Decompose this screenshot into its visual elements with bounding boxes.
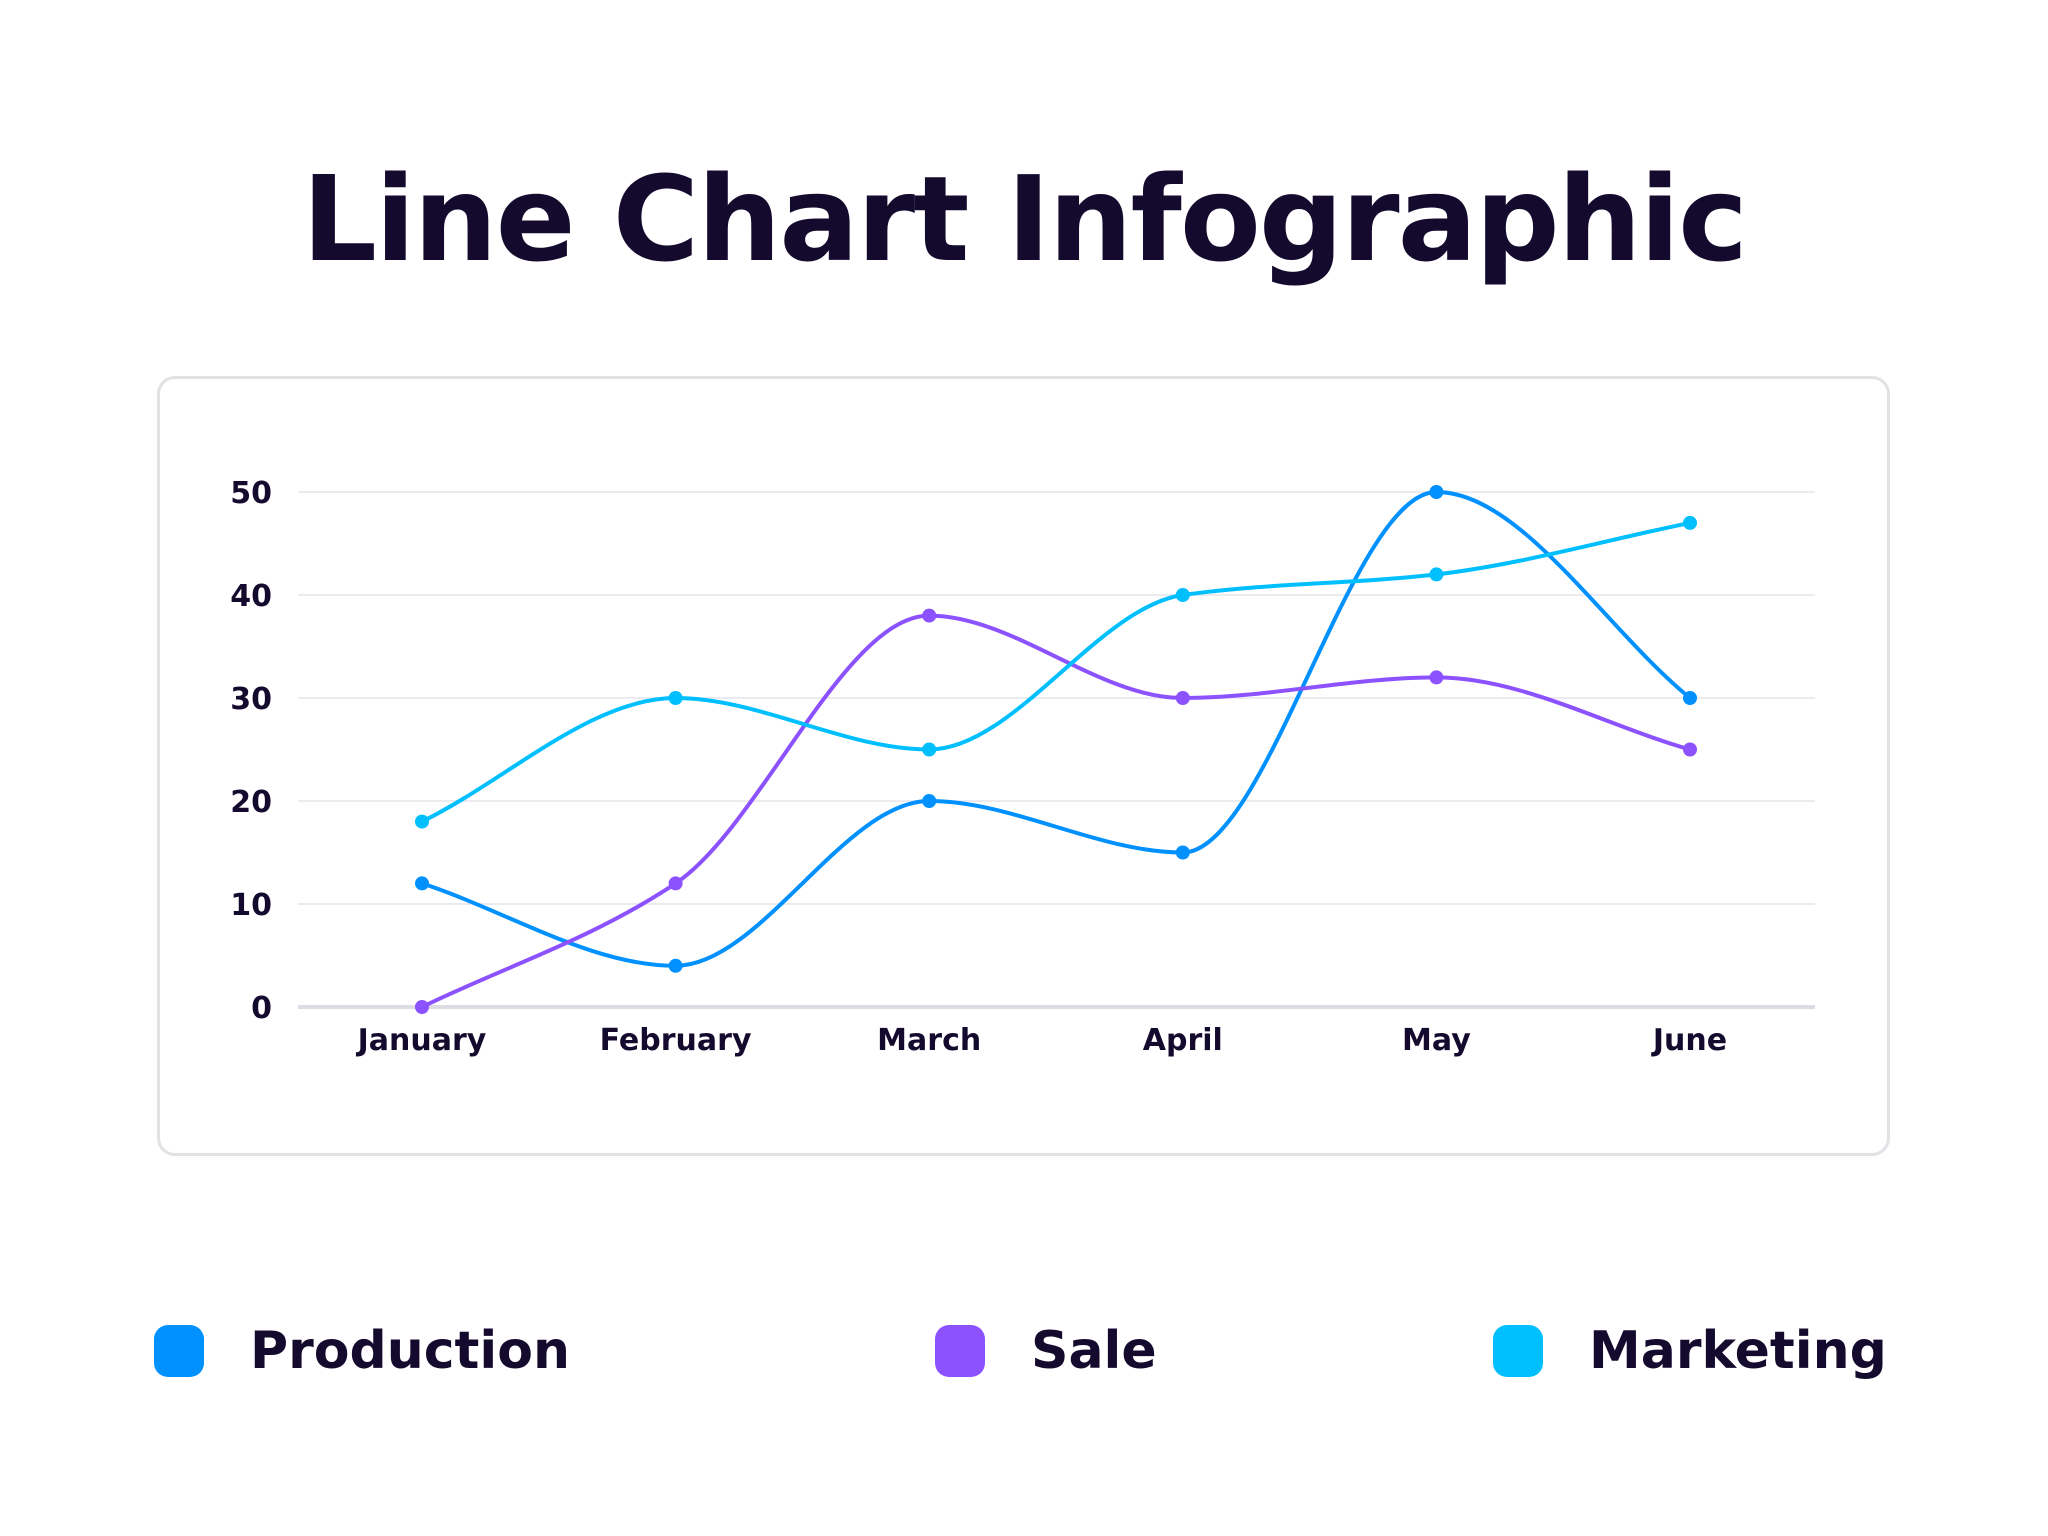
legend-swatch [154, 1325, 204, 1377]
y-tick-label: 10 [230, 888, 272, 923]
legend-swatch [1493, 1325, 1543, 1377]
x-tick-label: March [877, 1023, 981, 1058]
chart-card [157, 376, 1890, 1156]
series-line-marketing [421, 520, 1691, 824]
data-point-production [1683, 691, 1697, 705]
data-point-sale [1429, 670, 1444, 685]
data-point-marketing [668, 691, 683, 705]
y-tick-label: 30 [230, 682, 272, 717]
y-tick-label: 50 [230, 476, 272, 511]
data-point-production [415, 876, 429, 891]
x-tick-label: June [1651, 1023, 1727, 1058]
data-point-production [668, 958, 683, 973]
data-point-marketing [415, 814, 429, 829]
data-point-sale [922, 608, 937, 623]
y-tick-label: 40 [230, 579, 272, 614]
series-line-sale [421, 613, 1691, 1009]
legend-item-production: Production [154, 1321, 570, 1381]
y-tick-label: 0 [251, 991, 272, 1026]
x-tick-label: January [356, 1023, 487, 1058]
legend-swatch [935, 1325, 985, 1377]
x-tick-label: April [1143, 1023, 1223, 1058]
data-point-production [1429, 485, 1444, 499]
data-point-sale [415, 1000, 429, 1014]
data-point-sale [1175, 691, 1190, 705]
data-point-marketing [922, 742, 937, 757]
data-point-marketing [1429, 567, 1444, 582]
chart-title: Line Chart Infographic [301, 150, 1748, 288]
data-point-production [922, 794, 937, 808]
legend-item-sale: Sale [935, 1321, 1157, 1381]
data-point-marketing [1175, 588, 1190, 602]
legend-label: Sale [1031, 1321, 1157, 1381]
y-tick-label: 20 [230, 785, 272, 820]
legend-label: Production [250, 1321, 570, 1381]
legend-label: Marketing [1589, 1321, 1887, 1381]
x-tick-label: February [600, 1023, 752, 1058]
data-point-sale [1683, 742, 1697, 757]
legend-item-marketing: Marketing [1493, 1321, 1887, 1381]
x-tick-label: May [1402, 1023, 1471, 1058]
data-point-production [1175, 845, 1190, 860]
data-point-marketing [1683, 515, 1697, 530]
data-point-sale [668, 876, 683, 891]
